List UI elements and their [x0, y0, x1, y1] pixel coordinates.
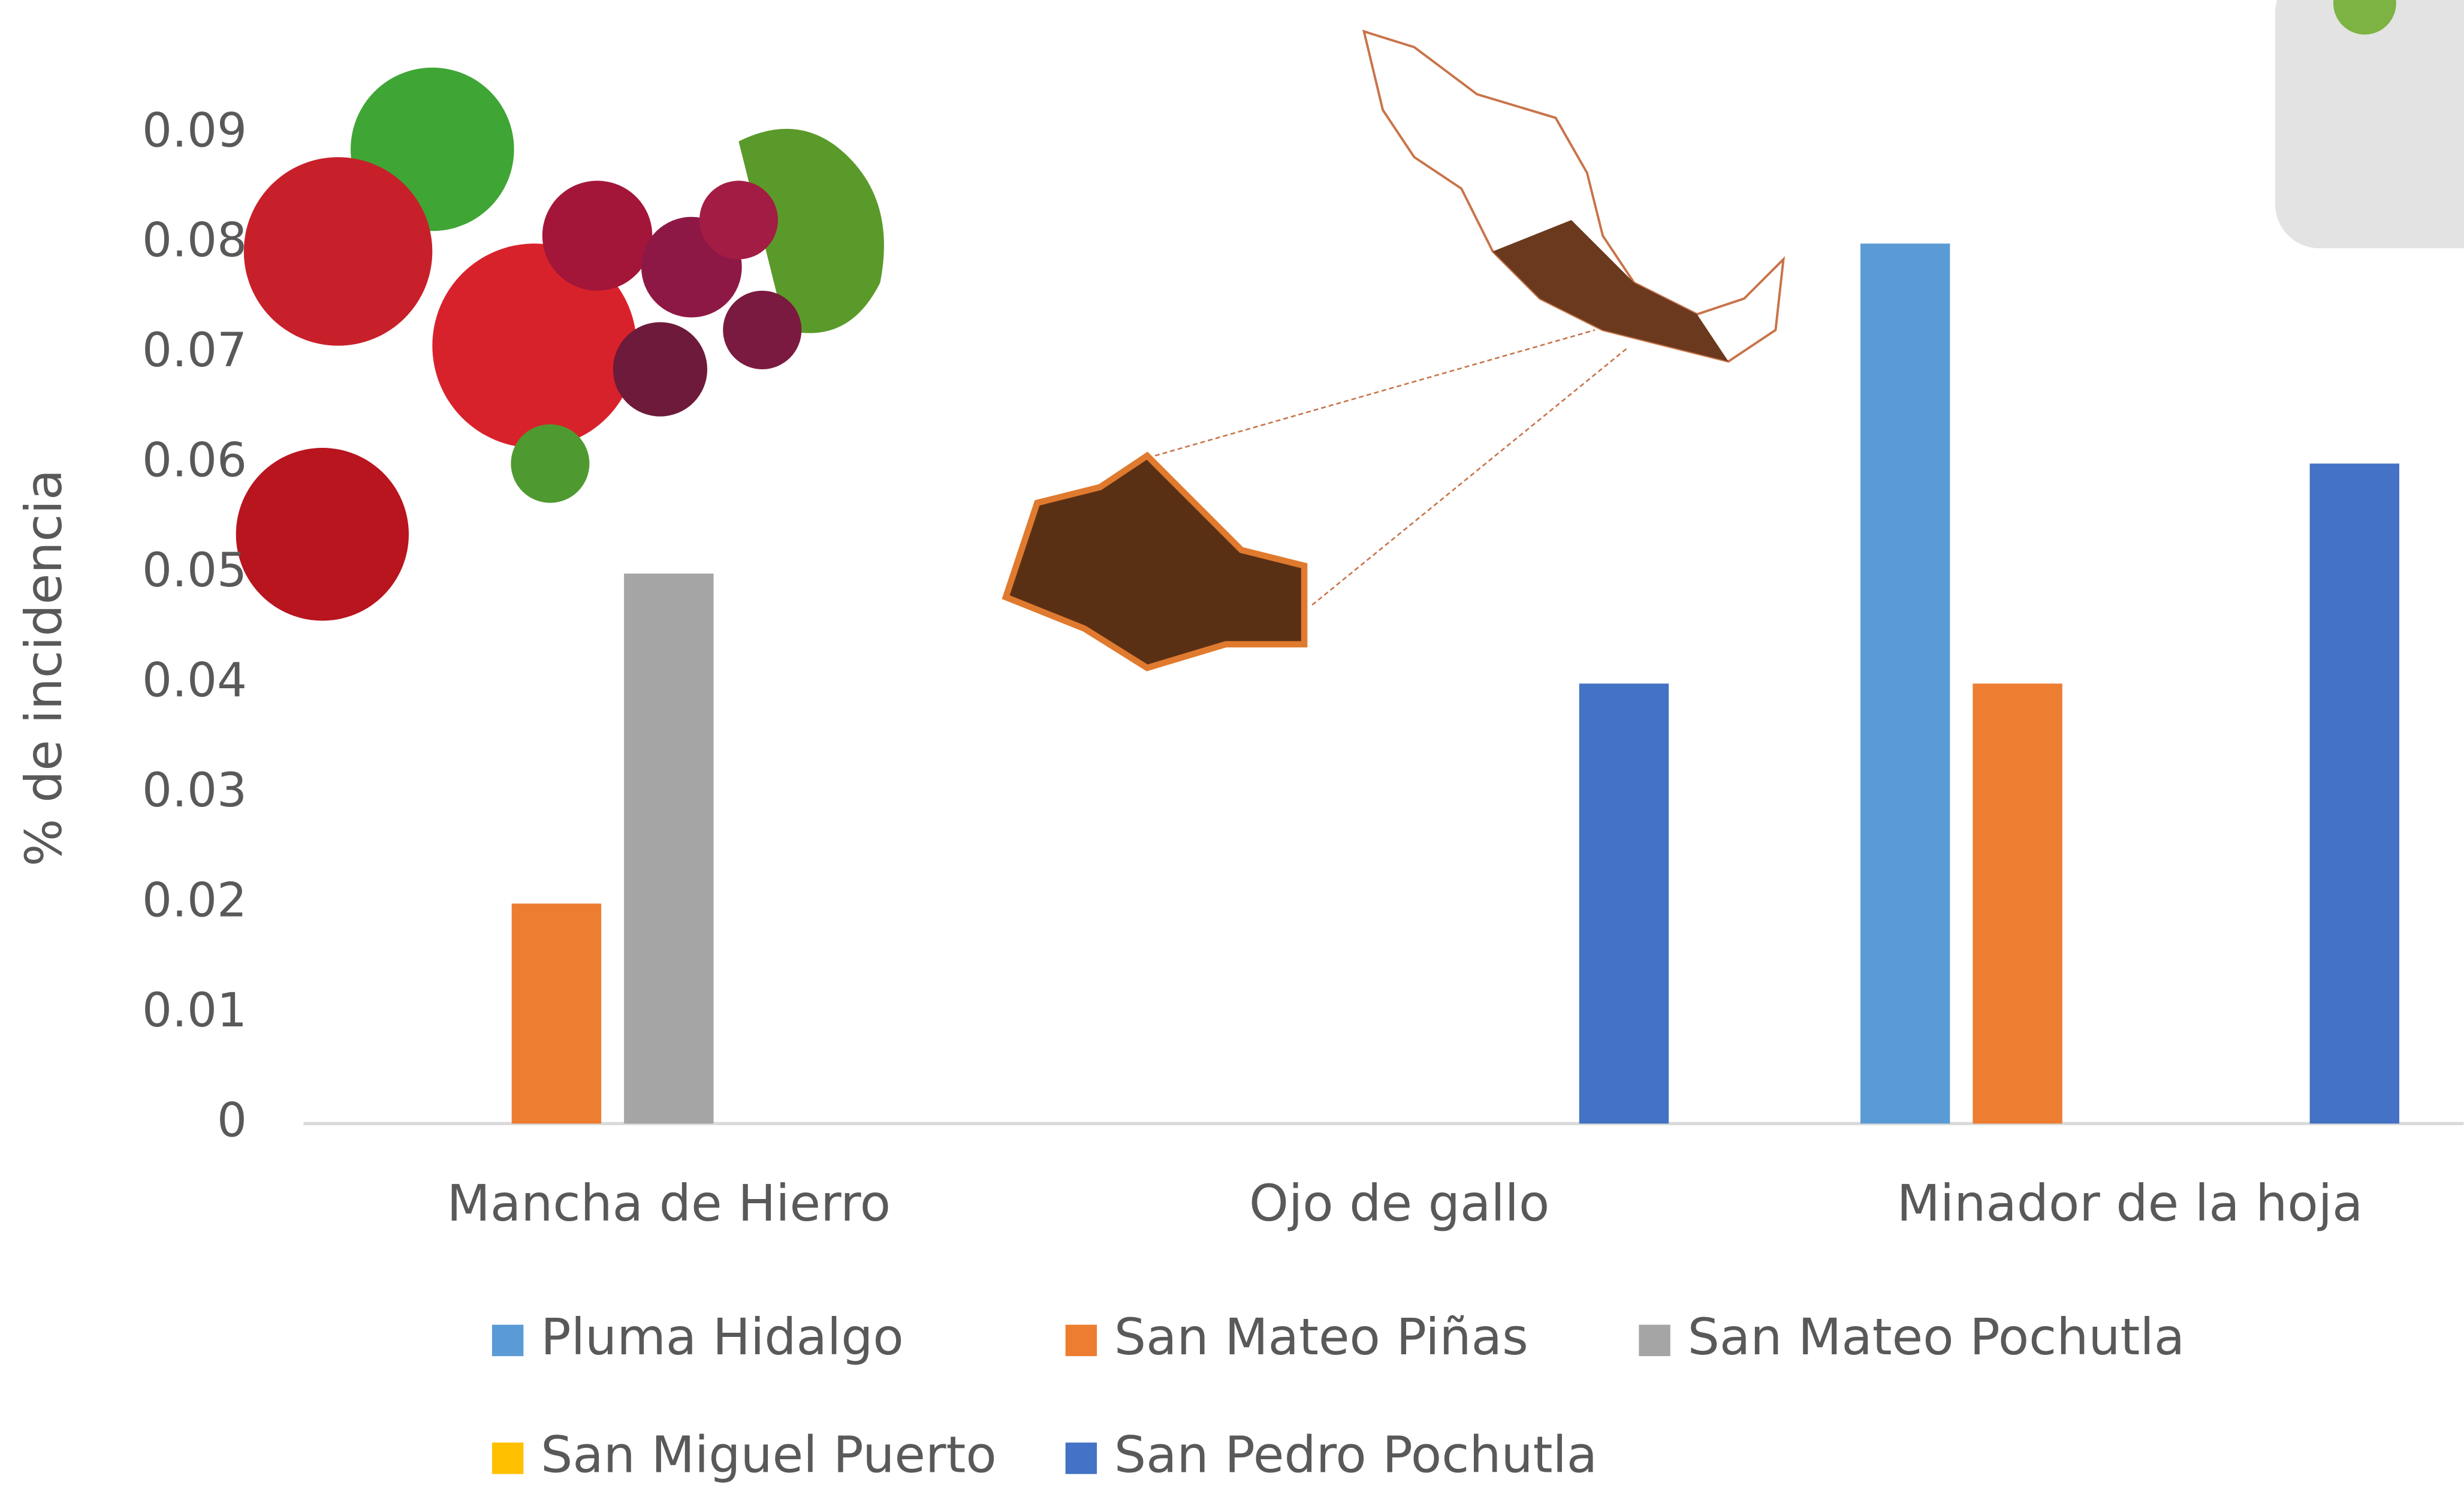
- y-tick-label: 0.04: [142, 653, 247, 708]
- coffee-cherries: [236, 67, 884, 621]
- bar: [1973, 683, 2062, 1124]
- bar: [1579, 683, 1669, 1124]
- map: [1002, 29, 1786, 671]
- y-tick-label: 0.09: [142, 103, 247, 158]
- legend-label: Pluma Hidalgo: [541, 1308, 904, 1366]
- legend-label: San Miguel Puerto: [541, 1425, 997, 1484]
- y-tick-label: 0.01: [142, 983, 247, 1038]
- legend-swatch: [1639, 1324, 1670, 1357]
- bar: [2309, 463, 2400, 1124]
- legend-label: San Mateo Piñas: [1114, 1308, 1528, 1366]
- y-axis-title: % de incidencia: [14, 469, 73, 866]
- decoration: [236, 0, 2464, 671]
- y-tick-label: 0.02: [142, 873, 247, 928]
- callout-box: [2275, 0, 2464, 249]
- y-tick-label: 0: [217, 1093, 247, 1148]
- legend-label: San Mateo Pochutla: [1688, 1308, 2185, 1366]
- y-tick-label: 0.05: [142, 543, 247, 598]
- x-tick-label: Ojo de gallo: [1249, 1174, 1549, 1233]
- bar: [624, 573, 714, 1124]
- legend-label: San Pedro Pochutla: [1114, 1425, 1597, 1484]
- legend-swatch: [1065, 1324, 1097, 1357]
- y-tick-label: 0.03: [142, 763, 247, 818]
- y-tick-label: 0.08: [142, 213, 247, 268]
- legend-swatch: [1065, 1442, 1097, 1474]
- y-tick-label: 0.06: [142, 433, 247, 488]
- y-tick-label: 0.07: [142, 323, 247, 378]
- x-tick-label: Mancha de Hierro: [447, 1174, 891, 1233]
- x-tick-label: Minador de la hoja: [1897, 1174, 2363, 1233]
- legend-swatch: [491, 1324, 524, 1357]
- legend-swatch: [491, 1442, 524, 1474]
- bar: [511, 903, 602, 1124]
- bar: [1860, 243, 1950, 1124]
- icon: [2333, 0, 2396, 35]
